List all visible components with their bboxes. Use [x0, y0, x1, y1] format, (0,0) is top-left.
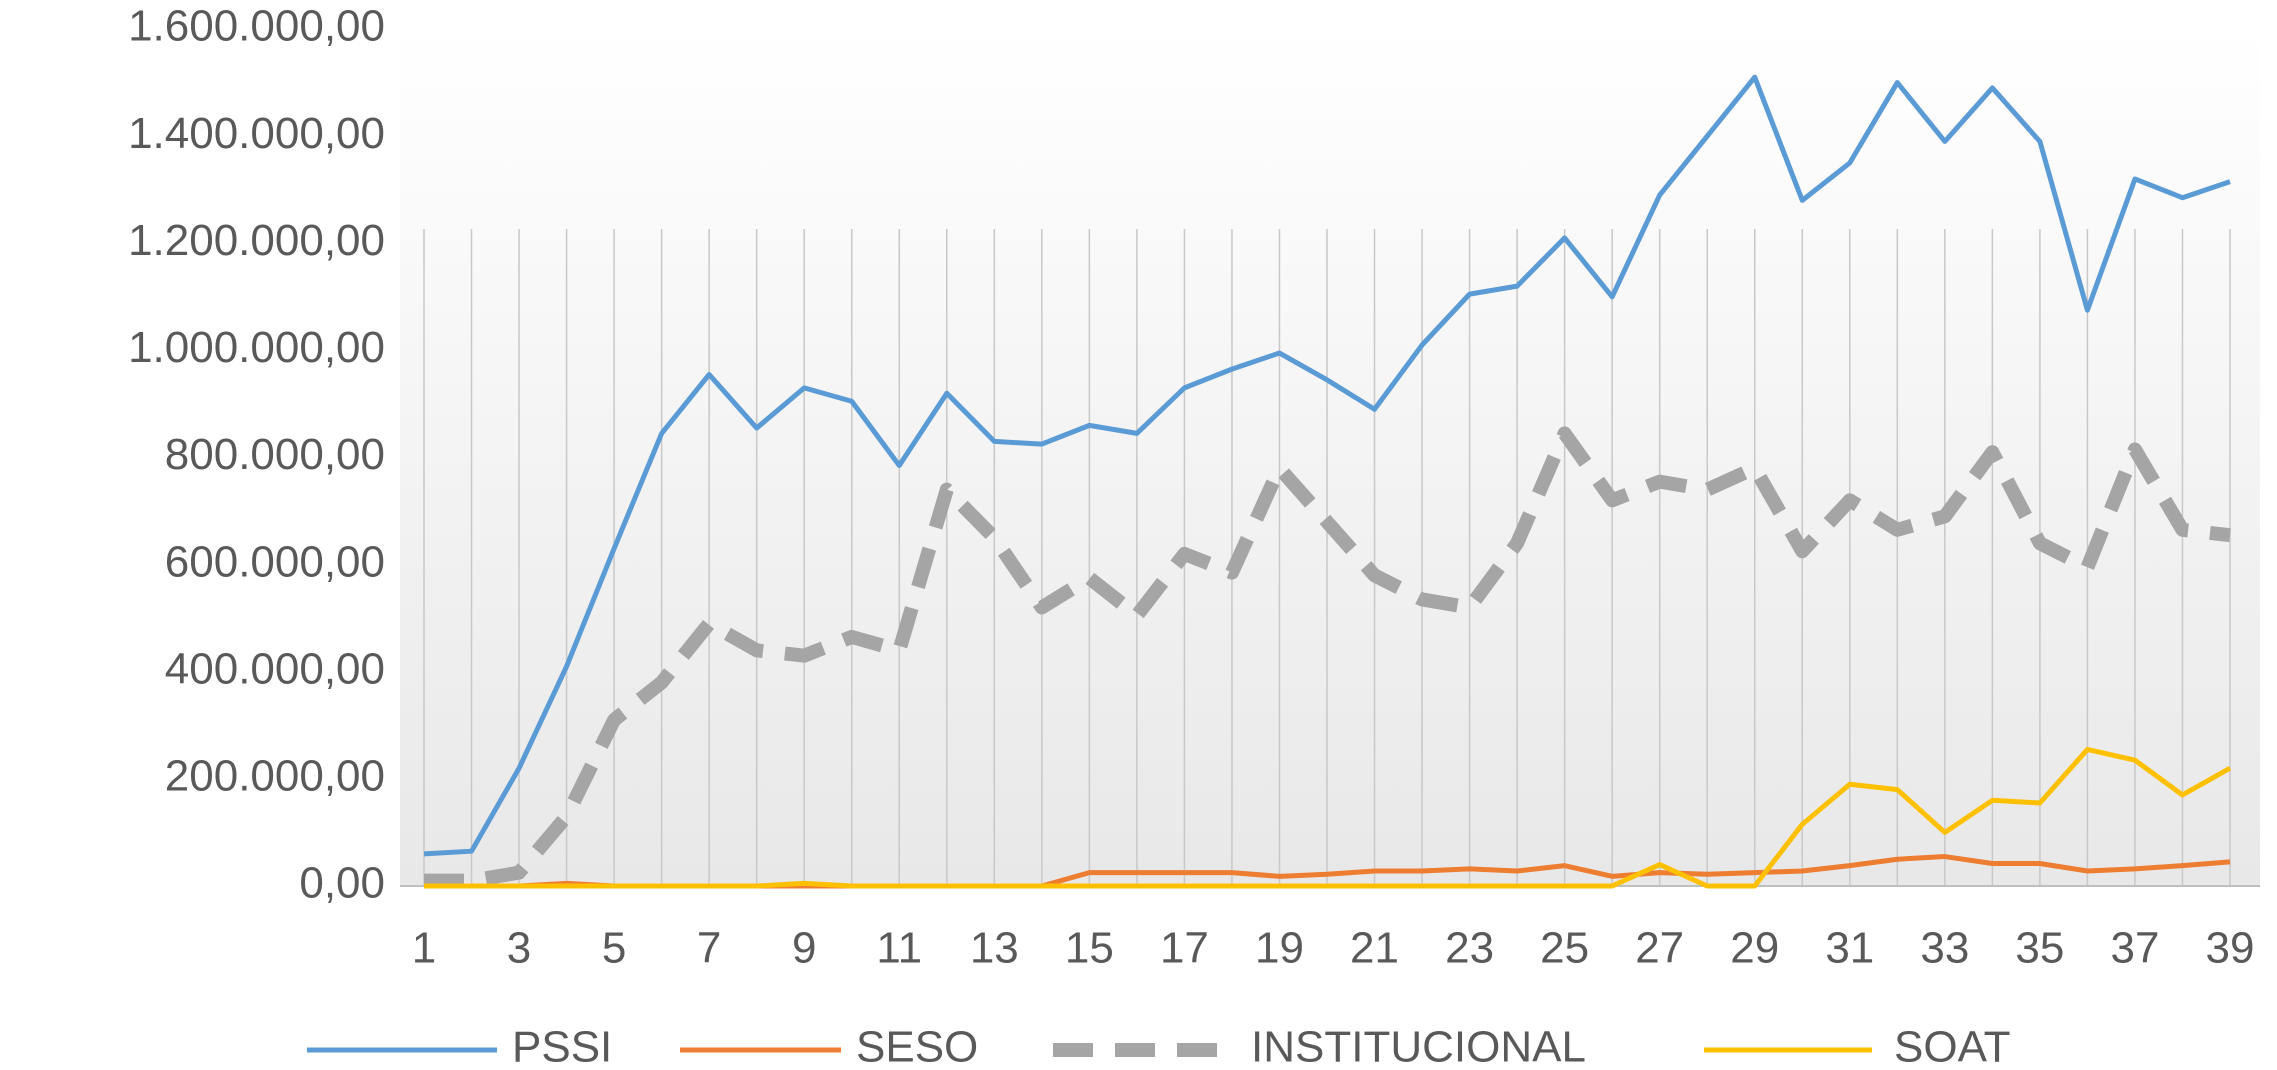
x-tick-label: 9: [792, 924, 816, 973]
x-tick-label: 25: [1540, 924, 1589, 973]
x-tick-label: 11: [876, 924, 922, 973]
y-tick-label: 400.000,00: [165, 644, 385, 693]
x-tick-label: 31: [1825, 924, 1874, 973]
y-tick-label: 200.000,00: [165, 752, 385, 801]
y-tick-label: 1.400.000,00: [128, 109, 385, 158]
series-line: [424, 746, 2232, 889]
x-tick-label: 3: [507, 924, 531, 973]
x-tick-label: 13: [970, 924, 1019, 973]
x-tick-label: 35: [2015, 924, 2064, 973]
x-tick-label: 39: [2206, 924, 2255, 973]
legend-label: INSTITUCIONAL: [1251, 1023, 1586, 1070]
y-tick-label: 0,00: [299, 859, 385, 908]
x-tick-label: 5: [602, 924, 626, 973]
legend-label: SOAT: [1894, 1023, 2011, 1070]
plot-area: [400, 29, 2260, 886]
y-tick-label: 1.000.000,00: [128, 323, 385, 372]
x-tick-label: 1: [412, 924, 436, 973]
series-line: [423, 74, 2231, 857]
x-tick-label: 37: [2110, 924, 2159, 973]
legend-label: PSSI: [512, 1023, 612, 1070]
x-tick-label: 27: [1635, 924, 1684, 973]
x-tick-label: 33: [1920, 924, 1969, 973]
x-tick-label: 29: [1730, 924, 1779, 973]
x-tick-label: 15: [1065, 924, 1114, 973]
y-tick-label: 1.200.000,00: [128, 216, 385, 265]
y-tick-label: 1.600.000,00: [128, 2, 385, 51]
x-tick-label: 21: [1350, 924, 1399, 973]
y-tick-label: 600.000,00: [165, 537, 385, 586]
x-tick-label: 17: [1160, 924, 1209, 973]
x-tick-label: 19: [1255, 924, 1304, 973]
y-tick-label: 800.000,00: [165, 430, 385, 479]
x-tick-label: 7: [697, 924, 721, 973]
legend-label: SESO: [856, 1023, 978, 1070]
series-line: [424, 426, 2231, 888]
x-tick-label: 23: [1445, 924, 1494, 973]
